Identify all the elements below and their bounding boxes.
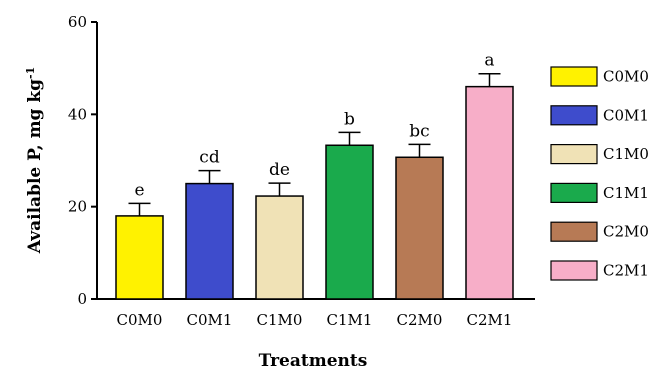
bar-c2m1 xyxy=(465,85,514,300)
x-tick-label: C1M1 xyxy=(327,311,373,329)
legend-swatch xyxy=(550,221,598,242)
x-tick-label: C0M0 xyxy=(117,311,163,329)
bar-c1m1 xyxy=(325,144,374,300)
legend-label: C2M0 xyxy=(603,223,649,241)
significance-letter: b xyxy=(344,109,355,129)
bar-c0m0 xyxy=(115,215,164,300)
significance-letter: cd xyxy=(199,148,220,168)
significance-labels: e cd de b bc a xyxy=(134,51,494,201)
legend-label: C1M1 xyxy=(603,184,649,202)
bar-c1m0 xyxy=(255,195,304,300)
legend-label: C2M1 xyxy=(603,262,649,280)
y-tick-label: 60 xyxy=(68,13,87,31)
x-axis: C0M0 C0M1 C1M0 C1M1 C2M0 C2M1 xyxy=(97,298,535,329)
significance-letter: e xyxy=(134,180,144,200)
legend-label: C1M0 xyxy=(603,145,649,163)
significance-letter: bc xyxy=(409,121,429,141)
bar-c0m1 xyxy=(185,182,234,300)
legend-label: C0M0 xyxy=(603,68,649,86)
y-tick-label: 0 xyxy=(77,290,87,308)
x-tick-label: C2M1 xyxy=(467,311,513,329)
y-axis-title: Available P, mg kg-1 xyxy=(24,67,46,255)
legend-swatch xyxy=(550,105,598,126)
legend: C0M0 C0M1 C1M0 C1M1 C2M0 C2M1 xyxy=(550,66,649,281)
x-axis-title: Treatments xyxy=(259,351,368,371)
significance-letter: de xyxy=(269,160,290,180)
y-tick-label: 40 xyxy=(68,105,87,123)
significance-letter: a xyxy=(484,51,494,71)
y-axis: 0 20 40 60 xyxy=(68,13,98,308)
bars xyxy=(115,72,514,300)
y-axis-title-superscript: -1 xyxy=(24,67,37,79)
bar-c2m0 xyxy=(395,156,444,300)
x-tick-label: C1M0 xyxy=(257,311,303,329)
y-tick-label: 20 xyxy=(68,198,87,216)
y-axis-title-main: Available P, mg kg xyxy=(25,79,45,254)
legend-swatch xyxy=(550,144,598,165)
legend-swatch xyxy=(550,260,598,281)
x-tick-label: C2M0 xyxy=(397,311,443,329)
legend-swatch xyxy=(550,66,598,87)
x-tick-label: C0M1 xyxy=(187,311,233,329)
legend-label: C0M1 xyxy=(603,106,649,124)
legend-swatch xyxy=(550,182,598,203)
